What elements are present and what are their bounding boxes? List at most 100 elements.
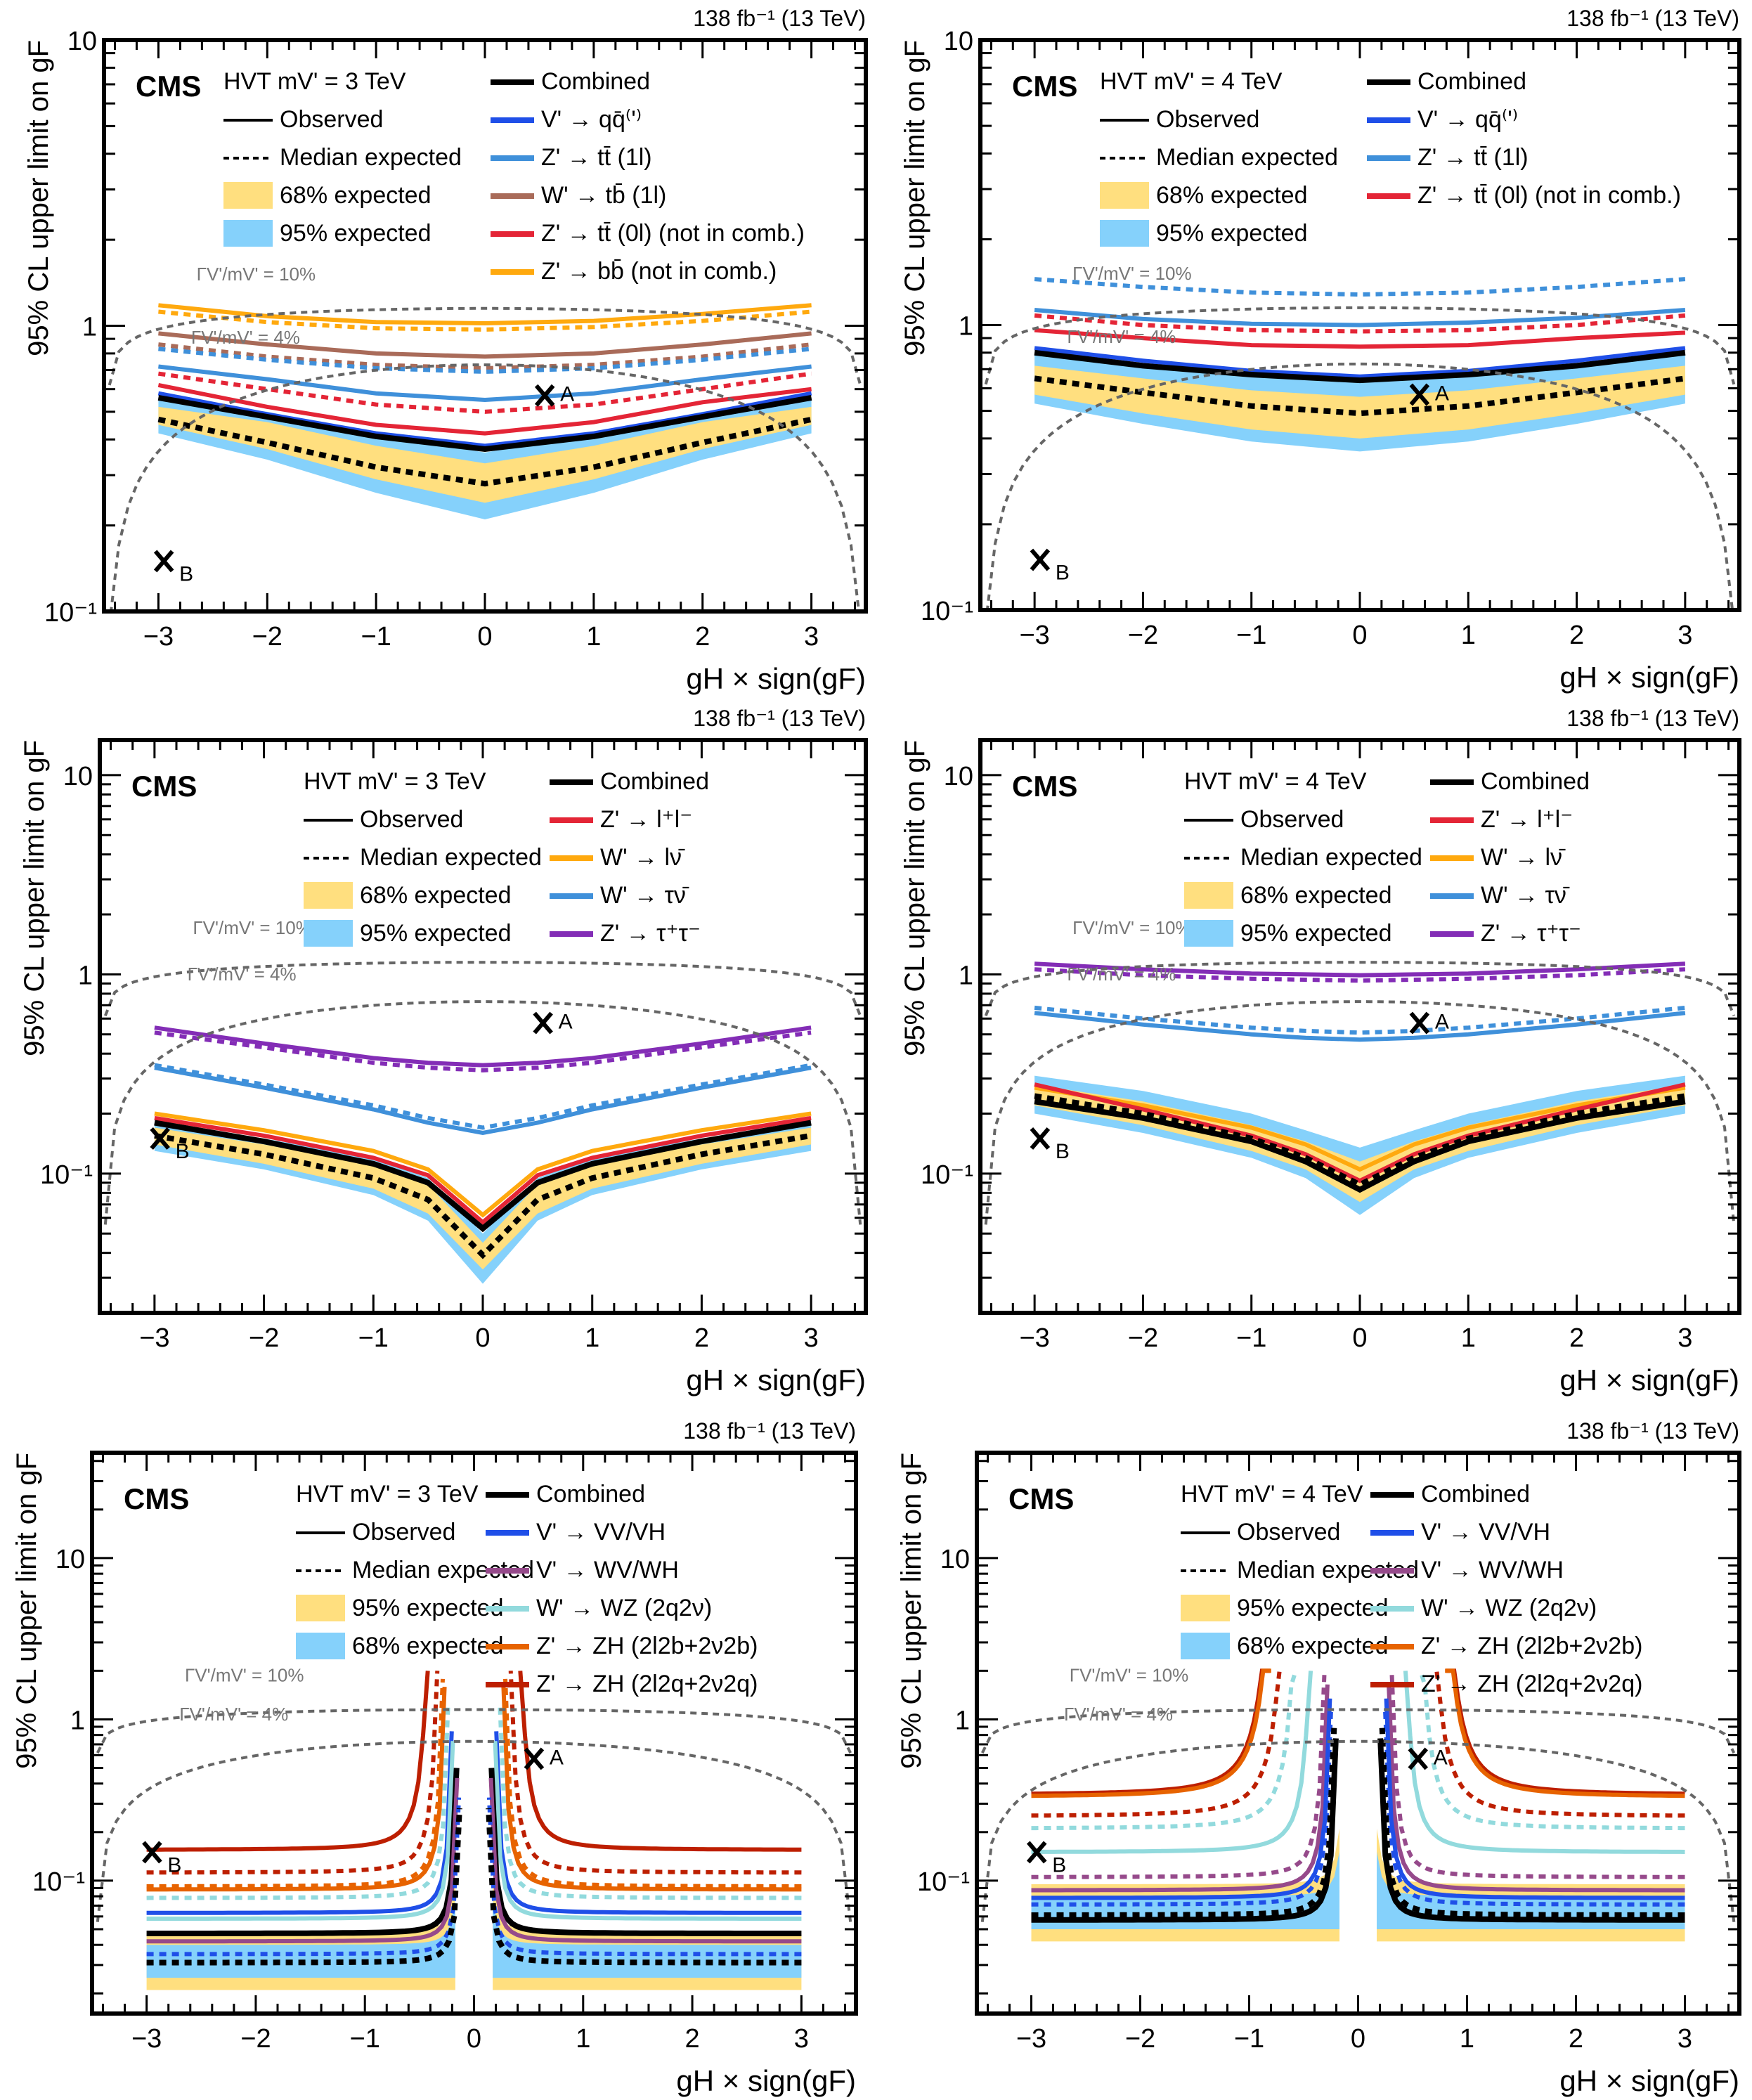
- series-line-3: [146, 1686, 447, 1892]
- x-tick-label: −3: [131, 2024, 162, 2054]
- series-line-1: [1031, 1668, 1271, 1798]
- legend-swatch: [1181, 1595, 1230, 1621]
- legend-swatch: [1100, 220, 1149, 247]
- x-tick-label: 0: [1352, 1323, 1367, 1353]
- width-curve-10pct: [108, 306, 862, 386]
- series-line-6: [1034, 375, 1686, 417]
- y-tick-label: 10: [67, 27, 97, 56]
- legend-swatch: [296, 1633, 345, 1659]
- series-line-8: [488, 1777, 802, 1944]
- legend-label: Combined: [541, 68, 650, 95]
- benchmark-label-a: A: [559, 1011, 573, 1034]
- legend-label: W' → WZ (2q2ν): [536, 1595, 712, 1621]
- legend-label: 68% expected: [1156, 182, 1308, 209]
- y-axis-label: 95% CL upper limit on gF: [19, 740, 50, 1056]
- width-curve-10pct: [984, 961, 1736, 1017]
- legend-label: Z' → tt̄ (0l) (not in comb.): [1417, 182, 1681, 209]
- legend-label: V' → WV/WH: [1421, 1557, 1564, 1583]
- legend-label: 95% expected: [352, 1595, 504, 1621]
- legend-swatch: [1184, 882, 1233, 909]
- series-line-4: [498, 1705, 802, 1900]
- luminosity-label: 138 fb⁻¹ (13 TeV): [693, 706, 866, 731]
- width-curve-4pct: [109, 363, 861, 611]
- benchmark-marker-b-icon: [1030, 548, 1051, 571]
- series-line-3: [1418, 1670, 1685, 1831]
- x-tick-label: 2: [685, 2024, 700, 2054]
- legend-label: Observed: [1240, 806, 1344, 833]
- x-axis-label: gH × sign(gF): [1559, 661, 1739, 694]
- series-line-3: [1031, 1670, 1298, 1831]
- x-tick-label: 2: [694, 1323, 709, 1353]
- chart-panel-p6: ΓV'/mV' = 10% ΓV'/mV' = 4% A B −3 −2 −1 0 1 2 3 10⁻…: [896, 1418, 1741, 2097]
- width-curve-label: ΓV'/mV' = 4%: [191, 327, 300, 348]
- series-line-10: [1377, 1738, 1685, 1923]
- band-68-expected: [493, 1900, 802, 1978]
- legend-label: Z' → tt̄ (1l): [1417, 144, 1529, 171]
- x-axis-label: gH × sign(gF): [1559, 1363, 1739, 1396]
- x-tick-label: 1: [586, 622, 601, 652]
- legend-label: Z' → ZH (2l2b+2ν2b): [1421, 1633, 1642, 1659]
- width-curve-label: ΓV'/mV' = 10%: [1072, 263, 1191, 284]
- series-line-2: [1031, 1668, 1284, 1818]
- band-68-expected: [146, 1900, 455, 1978]
- x-tick-label: −3: [1016, 2024, 1046, 2054]
- luminosity-label: 138 fb⁻¹ (13 TeV): [693, 6, 866, 31]
- x-axis-label: gH × sign(gF): [686, 1363, 866, 1396]
- y-axis-label: 95% CL upper limit on gF: [896, 1453, 927, 1769]
- legend-label: Median expected: [1156, 144, 1338, 171]
- y-tick-label: 10: [940, 1545, 970, 1574]
- series-line-7: [154, 1132, 812, 1259]
- y-tick-label: 1: [955, 1706, 970, 1735]
- plot-frame: [978, 738, 1741, 1315]
- benchmark-marker-b-icon: [150, 1127, 170, 1150]
- x-tick-label: −2: [249, 1323, 279, 1353]
- series-line-2: [146, 1678, 445, 1888]
- cms-logo: CMS: [131, 770, 197, 803]
- legend-label: 95% expected: [360, 920, 512, 947]
- y-tick-label: 10⁻¹: [921, 597, 973, 626]
- legend-label: W' → WZ (2q2ν): [1421, 1595, 1597, 1621]
- legend-label: Z' → ZH (2l2b+2ν2b): [536, 1633, 758, 1659]
- plot-area: [984, 961, 1736, 1225]
- benchmark-label-b: B: [1052, 1853, 1066, 1877]
- x-tick-label: 3: [804, 1323, 819, 1353]
- series-line-1: [1034, 967, 1686, 983]
- series-line-2: [503, 1678, 802, 1888]
- benchmark-label-b: B: [1056, 1140, 1070, 1163]
- series-line-0: [158, 303, 812, 326]
- series-line-7: [488, 1768, 802, 1936]
- chart-panel-p4: ΓV'/mV' = 10% ΓV'/mV' = 4% A B −3 −2 −1 0 1 2 3 10⁻…: [900, 706, 1741, 1396]
- x-tick-label: −2: [240, 2024, 271, 2054]
- legend-label: Observed: [1237, 1519, 1340, 1545]
- legend-label: Combined: [1421, 1481, 1530, 1508]
- series-line-0: [154, 1025, 812, 1068]
- x-tick-label: 2: [695, 622, 710, 652]
- y-tick-label: 10: [944, 762, 973, 791]
- series-line-10: [486, 1808, 802, 1966]
- x-tick-label: −3: [143, 622, 174, 652]
- x-tick-label: 1: [585, 1323, 599, 1353]
- series-line-0: [1034, 961, 1686, 978]
- benchmark-marker-b-icon: [142, 1841, 162, 1864]
- cms-logo: CMS: [1012, 770, 1077, 803]
- width-curve-label: ΓV'/mV' = 10%: [185, 1664, 304, 1685]
- x-tick-label: 2: [1569, 621, 1584, 650]
- model-label: HVT mV' = 3 TeV: [304, 768, 486, 795]
- luminosity-label: 138 fb⁻¹ (13 TeV): [1566, 706, 1739, 731]
- y-axis-label: 95% CL upper limit on gF: [11, 1453, 42, 1769]
- x-tick-label: 1: [1461, 1323, 1476, 1353]
- series-line-0: [146, 1671, 430, 1852]
- x-axis-label: gH × sign(gF): [676, 2064, 856, 2097]
- legend-label: 95% expected: [280, 220, 431, 247]
- series-line-4: [158, 346, 812, 375]
- legend-label: Z' → tt̄ (1l): [541, 144, 652, 171]
- legend-label: V' → WV/WH: [536, 1557, 679, 1583]
- legend-label: 95% expected: [1240, 920, 1392, 947]
- x-tick-label: −1: [1236, 1323, 1266, 1353]
- legend-label: Z' → ZH (2l2q+2ν2q): [536, 1671, 758, 1697]
- luminosity-label: 138 fb⁻¹ (13 TeV): [1566, 1418, 1739, 1444]
- y-tick-label: 10⁻¹: [921, 1160, 973, 1190]
- benchmark-label-a: A: [1435, 382, 1449, 405]
- legend-label: 68% expected: [280, 182, 431, 209]
- series-line-5: [1031, 1671, 1327, 1879]
